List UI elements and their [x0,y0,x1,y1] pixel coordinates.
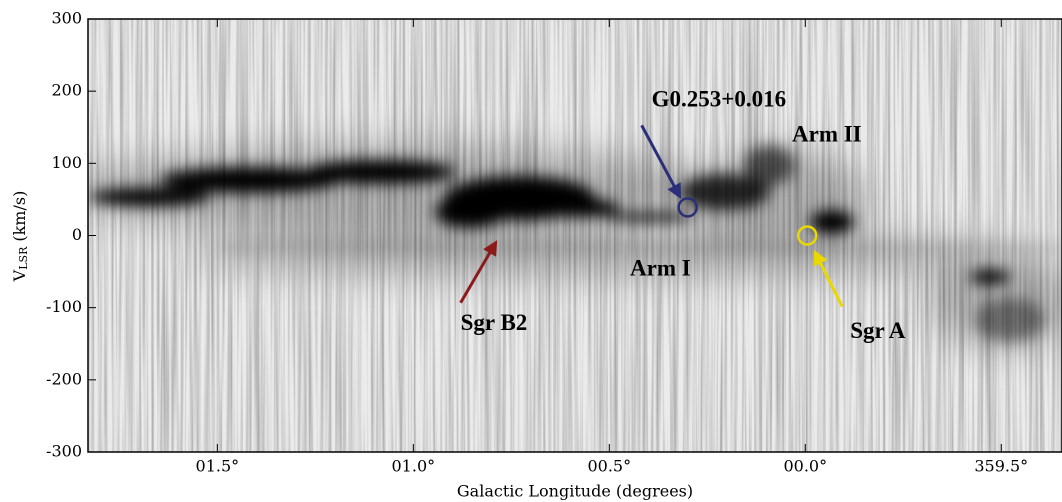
y-tick-label: 200 [51,81,82,100]
x-tick-label: 01.0° [392,457,436,476]
y-axis-label-main: V [10,269,29,282]
region-label: Arm II [792,121,862,146]
annotation-arrow [813,249,844,308]
y-tick-label: -200 [46,369,82,388]
y-tick-label: 100 [51,153,82,172]
annotation-label: Sgr B2 [461,310,528,335]
annotation-marker [796,225,818,246]
x-tick-label: 00.0° [783,457,827,476]
x-tick-label: 00.5° [587,457,631,476]
y-axis-label: VLSR (km/s) [10,191,31,283]
y-tick-label: 0 [72,225,82,244]
annotation-arrow [640,124,682,199]
x-axis-label: Galactic Longitude (degrees) [457,482,693,501]
y-axis-label-unit: (km/s) [10,191,29,242]
x-tick-label: 359.5° [974,457,1028,476]
x-tick-label: 01.5° [196,457,240,476]
y-tick-label: -100 [46,297,82,316]
annotation-label: G0.253+0.016 [652,87,787,112]
annotation-arrow [459,240,498,304]
region-label: Arm I [630,255,691,280]
emission-image [88,19,1062,452]
y-tick-label: -300 [46,442,82,461]
y-tick-label: 300 [51,9,82,28]
y-axis-label-sub: LSR [17,246,30,270]
annotation-marker [677,197,698,218]
annotation-label: Sgr A [850,318,906,343]
